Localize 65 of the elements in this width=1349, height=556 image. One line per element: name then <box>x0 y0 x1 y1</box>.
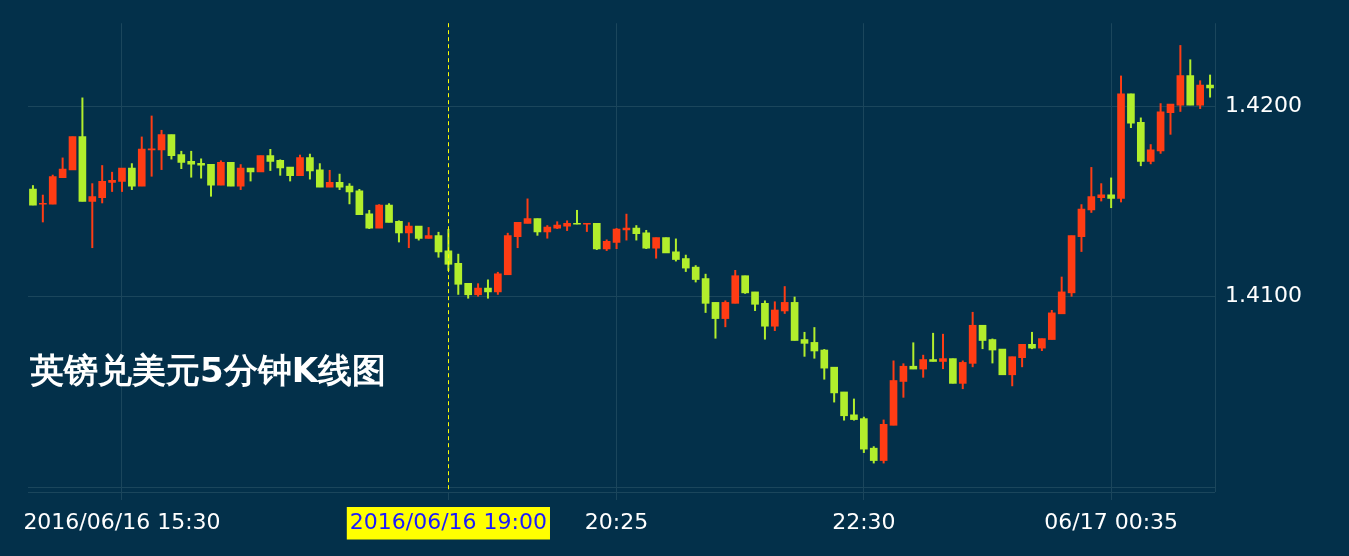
candlestick <box>29 184 37 207</box>
candlestick <box>523 197 532 225</box>
candlestick <box>513 221 522 250</box>
candlestick <box>820 348 829 381</box>
candlestick <box>1107 176 1115 210</box>
candlestick <box>167 133 176 161</box>
candlestick <box>800 330 809 358</box>
candlestick <box>929 331 937 363</box>
candlestick <box>39 193 47 224</box>
candlestick <box>573 208 581 226</box>
candlestick <box>978 324 987 351</box>
candlestick <box>385 202 393 224</box>
candlestick <box>1097 182 1106 203</box>
candlestick <box>770 300 779 332</box>
candlestick <box>434 230 443 259</box>
candlestick <box>395 219 403 244</box>
candlestick <box>761 299 769 341</box>
x-tick-label: 06/17 00:35 <box>1044 508 1179 534</box>
candlestick <box>296 153 304 177</box>
candlestick <box>1018 343 1026 369</box>
candlestick <box>217 159 225 187</box>
candlestick <box>1008 355 1017 388</box>
candlestick <box>780 285 789 315</box>
candlestick <box>1196 79 1204 110</box>
candlestick <box>919 353 928 379</box>
candlestick <box>128 162 136 191</box>
x-tick-label: 22:30 <box>832 508 896 534</box>
text: 英镑兑美元5分钟K线图 <box>30 349 387 392</box>
candlestick <box>1087 166 1096 214</box>
candlestick <box>157 128 166 171</box>
candlestick <box>187 149 196 179</box>
candlestick <box>494 270 502 296</box>
candlestick <box>405 221 413 250</box>
candlestick <box>652 236 660 260</box>
candlestick <box>306 152 314 181</box>
candlestick <box>454 252 463 296</box>
candlestick <box>484 278 492 300</box>
candlestick <box>118 167 126 193</box>
candlestick <box>958 359 967 391</box>
y-tick-label: 1.4200 <box>1225 91 1302 117</box>
candlestick <box>612 227 621 251</box>
candlestick <box>721 299 730 329</box>
candlestick <box>207 163 215 198</box>
candlestick <box>899 362 908 399</box>
candlestick <box>850 397 858 422</box>
candlestick <box>88 182 97 250</box>
candlestick <box>939 332 947 371</box>
candlestick <box>988 337 997 365</box>
candlestick <box>741 274 749 295</box>
candlestick <box>236 163 245 191</box>
candlestick <box>108 170 116 193</box>
candlestick <box>1146 143 1155 166</box>
candlestick <box>98 164 107 205</box>
candlestick <box>177 149 186 170</box>
x-tick-label: 20:25 <box>584 508 649 534</box>
candlestick <box>197 157 205 180</box>
candlestick <box>642 228 651 251</box>
candlestick <box>266 147 275 172</box>
candlestick <box>365 208 374 231</box>
x-tick-label: 2016/06/16 15:30 <box>23 508 221 534</box>
candlestick <box>1057 275 1066 315</box>
x-tick-label: 2016/06/16 19:00 <box>349 508 547 534</box>
candlestick <box>711 301 720 340</box>
y-tick-label: 1.4100 <box>1225 282 1302 308</box>
candlestick <box>672 237 680 263</box>
